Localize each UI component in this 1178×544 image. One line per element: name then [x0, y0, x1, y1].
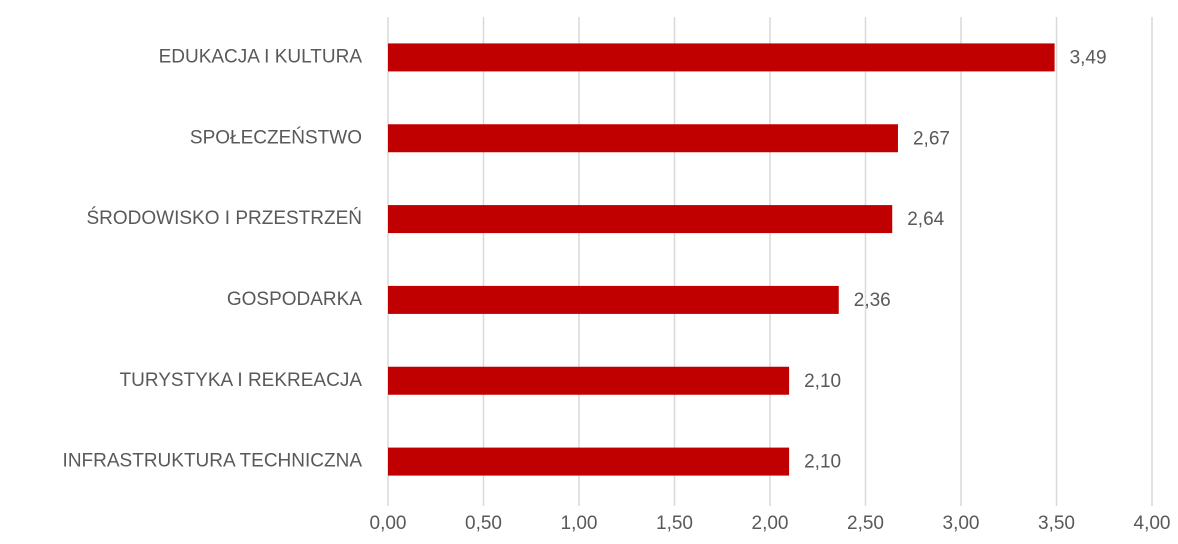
bar — [388, 285, 839, 314]
y-tick-label: ŚRODOWISKO I PRZESTRZEŃ — [86, 207, 362, 229]
bar — [388, 124, 898, 153]
data-label: 2,36 — [854, 290, 891, 311]
x-tick-label: 1,50 — [656, 513, 693, 534]
x-tick-label: 1,00 — [561, 513, 598, 534]
y-tick-label: INFRASTRUKTURA TECHNICZNA — [63, 451, 363, 472]
data-label: 2,10 — [804, 452, 841, 473]
data-label: 2,67 — [913, 128, 950, 149]
y-tick-label: EDUKACJA I KULTURA — [159, 46, 363, 67]
data-label: 3,49 — [1070, 47, 1107, 68]
bar — [388, 366, 790, 395]
data-label: 2,64 — [907, 209, 944, 230]
data-label: 2,10 — [804, 371, 841, 392]
x-tick-label: 2,00 — [752, 513, 789, 534]
x-tick-label: 3,50 — [1038, 513, 1075, 534]
y-tick-label: TURYSTYKA I REKREACJA — [120, 370, 363, 391]
bar — [388, 205, 893, 234]
x-tick-label: 3,00 — [943, 513, 980, 534]
x-tick-label: 0,50 — [465, 513, 502, 534]
x-tick-label: 4,00 — [1134, 513, 1171, 534]
bar — [388, 43, 1055, 72]
x-tick-label: 2,50 — [847, 513, 884, 534]
y-tick-label: SPOŁECZEŃSTWO — [190, 127, 362, 148]
x-tick-label: 0,00 — [370, 513, 407, 534]
bar — [388, 447, 790, 476]
y-tick-label: GOSPODARKA — [227, 289, 362, 310]
